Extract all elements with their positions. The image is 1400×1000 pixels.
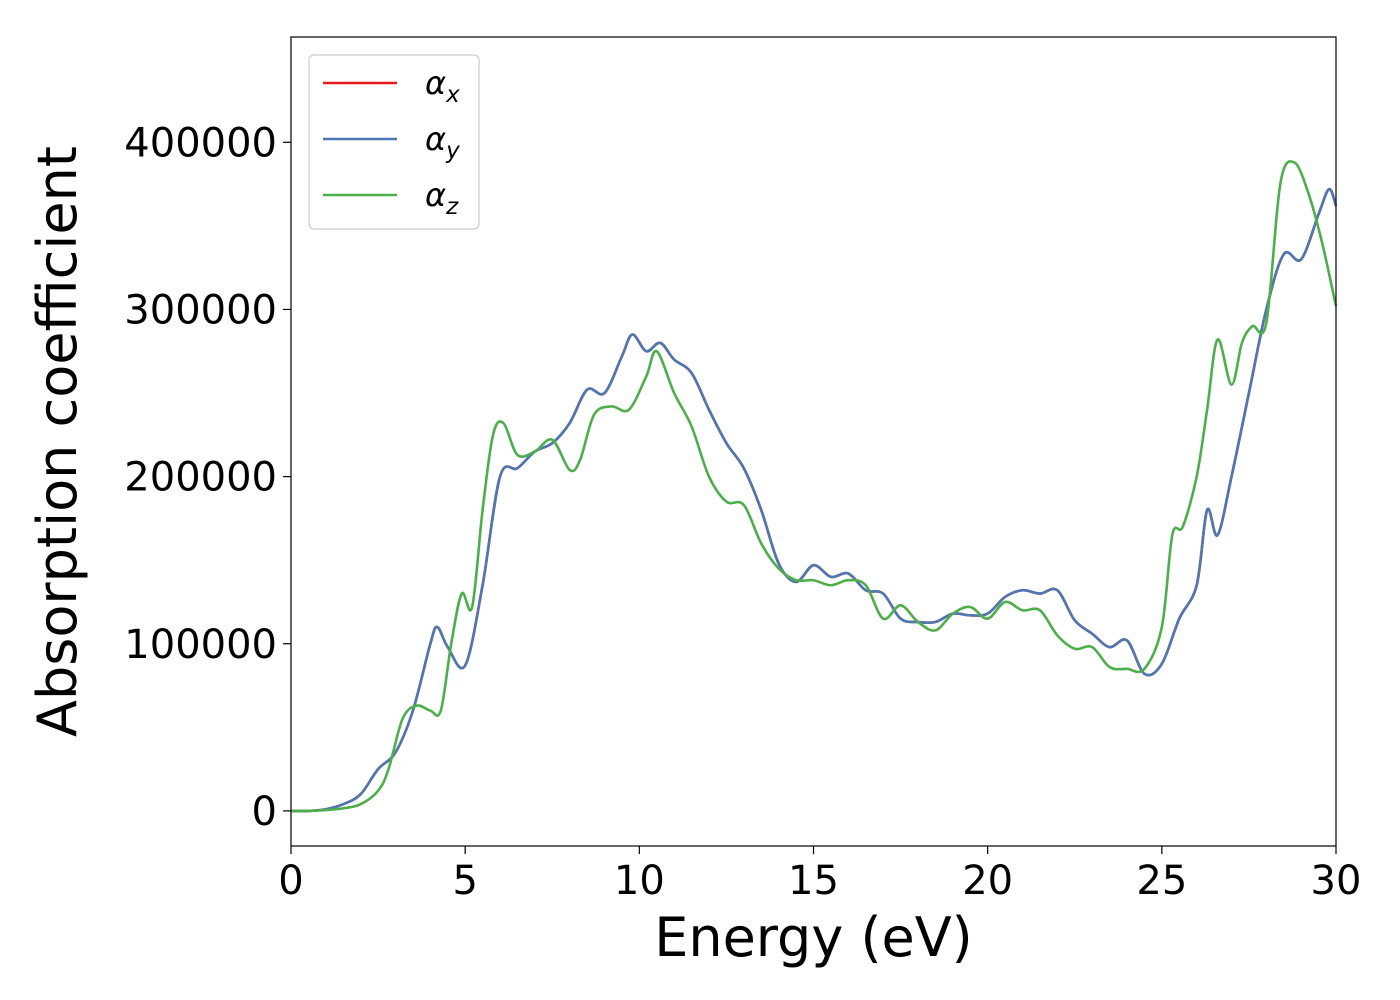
x-tick-label: 5 (452, 858, 477, 904)
x-axis-title: Energy (eV) (654, 906, 973, 969)
series-layer (290, 160, 1338, 813)
x-tick-label: 25 (1136, 858, 1187, 904)
y-tick-label: 100000 (124, 622, 277, 668)
legend: αx αy αz (308, 54, 480, 230)
y-axis: 0 100000 200000 300000 400000 (124, 120, 291, 835)
y-tick-label: 0 (252, 789, 277, 835)
y-tick-label: 300000 (124, 287, 277, 333)
y-tick-label: 200000 (124, 455, 277, 501)
legend-box (308, 54, 480, 230)
legend-label-z: αz (425, 176, 459, 220)
y-axis-title: Absorption coefficient (26, 146, 89, 737)
series-line-y (290, 187, 1338, 813)
x-tick-label: 15 (788, 858, 839, 904)
x-tick-label: 0 (278, 858, 303, 904)
legend-label-x: αx (425, 64, 460, 108)
x-tick-label: 10 (614, 858, 665, 904)
x-tick-label: 20 (962, 858, 1013, 904)
y-tick-label: 400000 (124, 120, 277, 166)
x-tick-label: 30 (1311, 858, 1362, 904)
x-axis: 0 5 10 15 20 25 30 (278, 846, 1361, 904)
legend-label-y: αy (425, 120, 460, 164)
series-line-z (290, 160, 1338, 813)
